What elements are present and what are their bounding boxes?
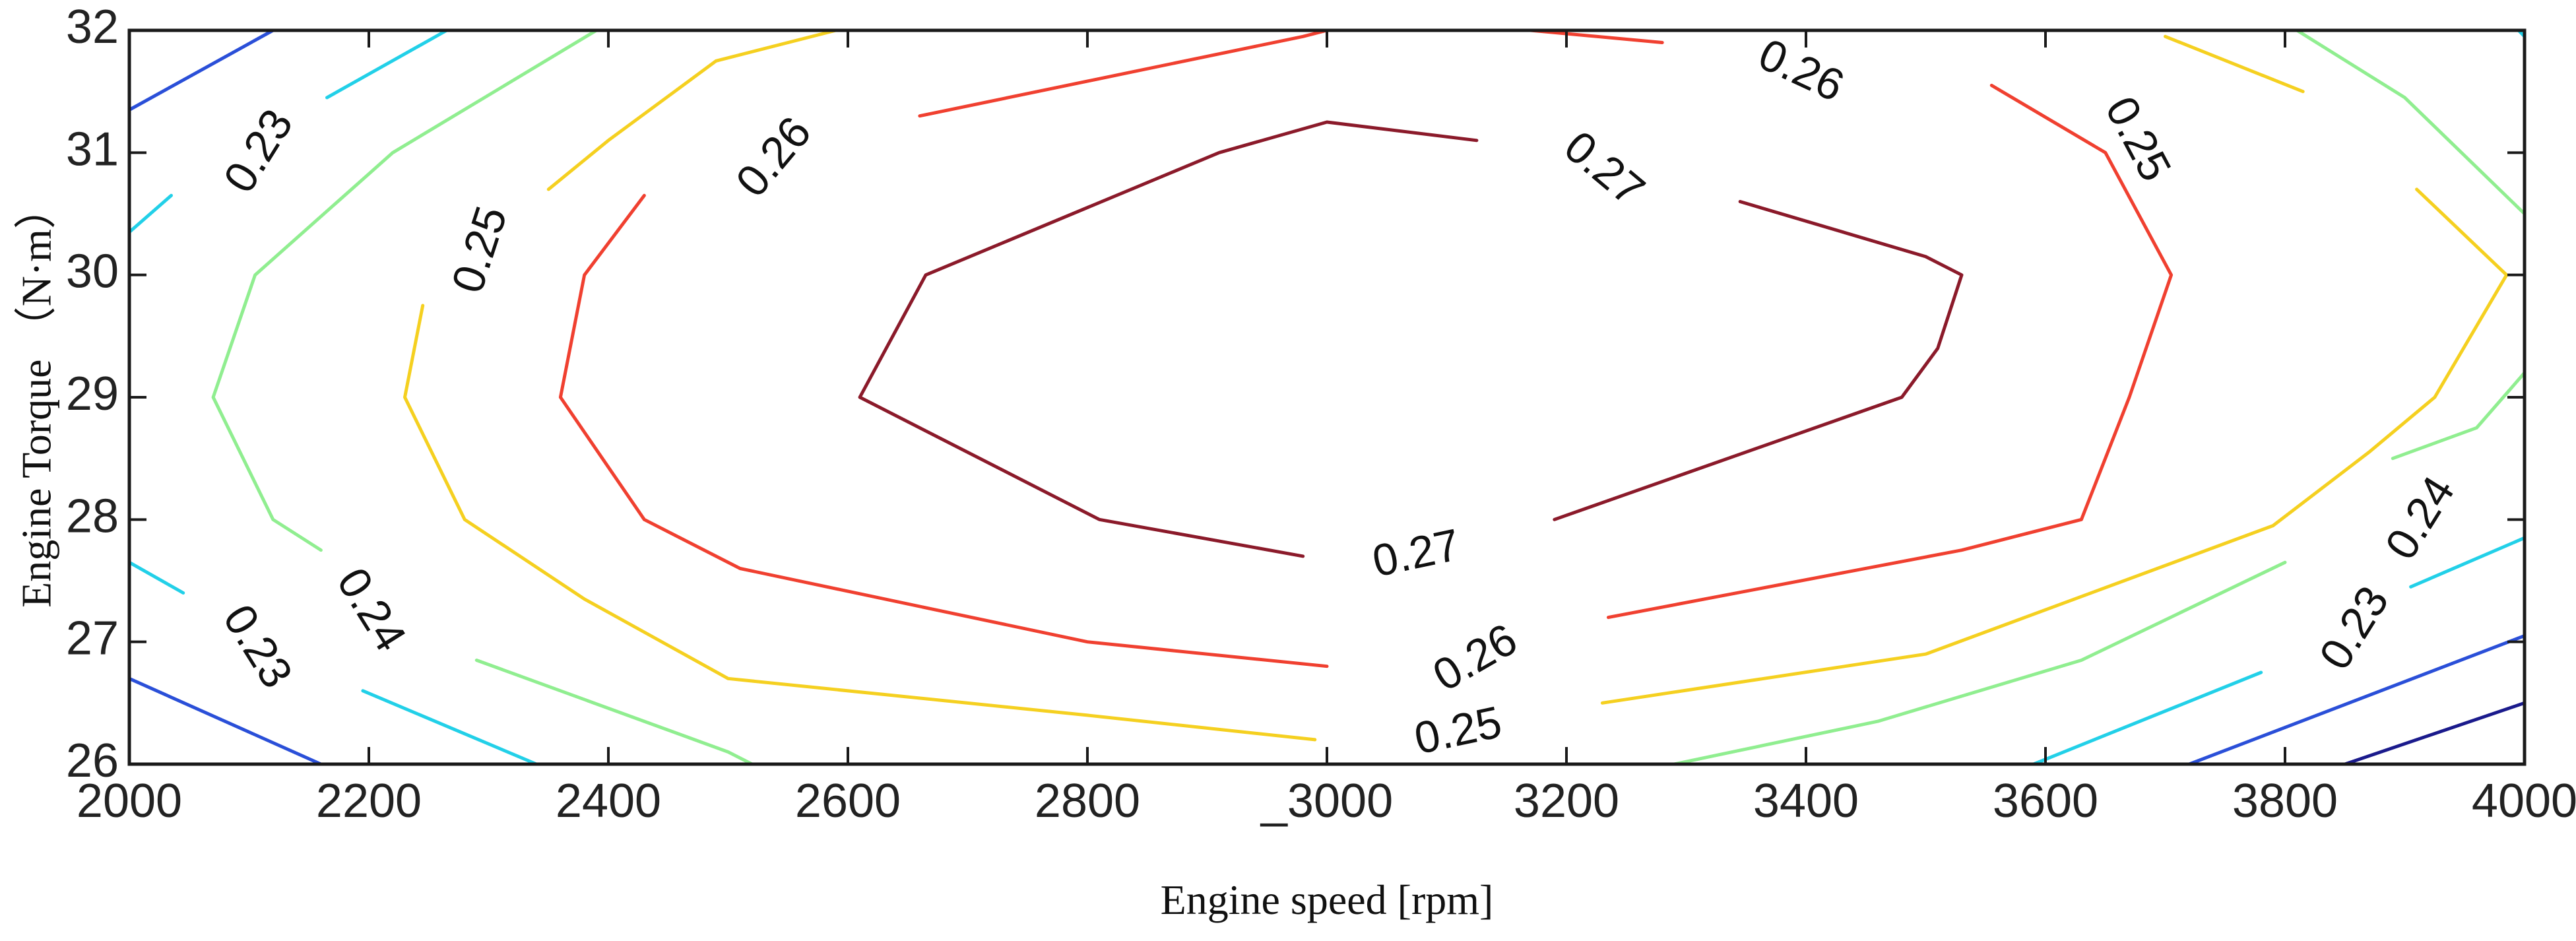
x-tick-label: _3000 — [1260, 775, 1393, 827]
contour-label-2: 0.26 — [1751, 29, 1852, 112]
x-axis-ticks: 2000 2200 2400 2600 2800 _3000 3200 3400 3600 380… — [77, 30, 2576, 827]
x-tick-label: 2400 — [556, 775, 661, 827]
contour-label-9: 0.26 — [1425, 614, 1526, 701]
contour-line-0.25-0 — [546, 28, 838, 191]
contour-lines — [127, 28, 2527, 766]
contour-line-0.23-5 — [2409, 536, 2527, 589]
contour-label-8: 0.23 — [214, 596, 303, 697]
x-tick-label: 2000 — [77, 775, 182, 827]
contour-label-4: 0.25 — [2096, 88, 2181, 189]
contour-line-0.24-4 — [2295, 28, 2527, 216]
contour-label-10: 0.25 — [1410, 697, 1506, 764]
y-tick-label: 31 — [66, 123, 119, 176]
contour-line-0.25-3 — [2164, 34, 2305, 94]
x-tick-label: 2600 — [795, 775, 901, 827]
y-axis-ticks: 26 27 28 29 30 31 32 — [66, 1, 2525, 787]
contour-label-0: 0.23 — [214, 100, 303, 201]
contour-label-6: 0.27 — [1368, 519, 1464, 587]
contour-label-7: 0.24 — [327, 559, 416, 660]
contour-line-0.23-3 — [361, 689, 538, 766]
contour-line-0.22-2 — [2187, 633, 2527, 766]
y-tick-label: 30 — [66, 245, 119, 298]
x-tick-label: 2800 — [1035, 775, 1140, 827]
contour-line-0.26-3 — [1607, 83, 2174, 620]
contour-label-5: 0.25 — [442, 200, 517, 298]
y-tick-label: 26 — [66, 734, 119, 787]
contour-label-11: 0.24 — [2375, 467, 2464, 568]
contour-line-0.23-4 — [2032, 670, 2263, 766]
y-tick-label: 28 — [66, 490, 119, 542]
contour-line-0.24-0 — [211, 28, 598, 552]
x-tick-label: 3400 — [1753, 775, 1859, 827]
y-tick-label: 29 — [66, 368, 119, 420]
contour-line-0.24-3 — [2391, 371, 2527, 461]
contour-line-0.25-1 — [403, 304, 1317, 742]
x-tick-label: 3200 — [1514, 775, 1619, 827]
x-tick-label: 4000 — [2472, 775, 2576, 827]
y-tick-label: 27 — [66, 612, 119, 665]
contour-line-0.21-0 — [2343, 701, 2527, 766]
contour-label-3: 0.27 — [1555, 121, 1654, 216]
contour-line-0.26-1 — [1529, 28, 1664, 44]
contour-line-0.26-2 — [558, 193, 1329, 668]
x-axis-label: Engine speed [rpm] — [1161, 876, 1494, 923]
y-axis-label: Engine Torque （N·m） — [13, 187, 60, 608]
contour-line-0.23-2 — [127, 560, 185, 595]
x-tick-label: 2200 — [316, 775, 422, 827]
contour-line-0.25-2 — [1600, 187, 2509, 705]
contour-line-0.23-1 — [127, 193, 173, 234]
contour-line-0.26-0 — [918, 28, 1329, 118]
contour-line-0.24-1 — [474, 659, 754, 766]
y-tick-label: 32 — [66, 1, 119, 53]
contour-line-0.22-0 — [127, 28, 275, 112]
contour-line-0.27-1 — [1553, 200, 1964, 521]
x-tick-label: 3600 — [1993, 775, 2098, 827]
contour-line-0.27-0 — [858, 120, 1479, 558]
contour-labels: 0.23 0.26 0.26 0.27 0.25 0.25 0.27 0.24 0.23 0.26… — [214, 29, 2464, 764]
contour-line-0.23-0 — [325, 28, 449, 100]
contour-label-12: 0.23 — [2309, 577, 2399, 678]
x-tick-label: 3800 — [2232, 775, 2338, 827]
contour-label-1: 0.26 — [726, 107, 821, 206]
contour-line-0.24-2 — [1672, 560, 2287, 766]
contour-line-0.22-1 — [127, 676, 323, 766]
